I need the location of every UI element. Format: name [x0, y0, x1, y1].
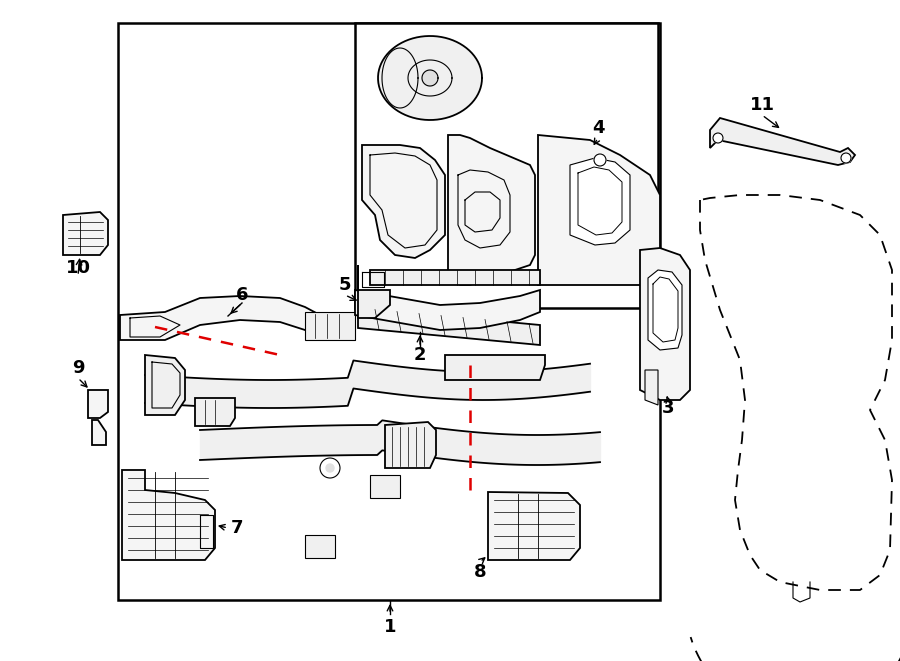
Text: 11: 11: [750, 96, 775, 114]
Polygon shape: [305, 535, 335, 558]
Bar: [118, 23, 660, 600]
Text: 3: 3: [662, 399, 674, 417]
Polygon shape: [358, 308, 540, 345]
Polygon shape: [370, 475, 400, 498]
Polygon shape: [648, 270, 682, 350]
Polygon shape: [710, 118, 855, 165]
Polygon shape: [358, 265, 390, 318]
Text: 1: 1: [383, 618, 396, 636]
Polygon shape: [122, 470, 215, 560]
Circle shape: [841, 153, 851, 163]
Polygon shape: [640, 248, 690, 400]
Text: 10: 10: [66, 259, 91, 277]
Polygon shape: [382, 48, 418, 108]
Text: 5: 5: [338, 276, 351, 294]
Polygon shape: [645, 370, 658, 405]
Polygon shape: [120, 296, 355, 340]
Polygon shape: [92, 420, 106, 445]
Polygon shape: [488, 492, 580, 560]
Polygon shape: [145, 355, 185, 415]
Polygon shape: [422, 70, 438, 86]
Text: 9: 9: [72, 359, 85, 377]
Polygon shape: [362, 145, 445, 258]
Polygon shape: [370, 270, 540, 285]
Text: 8: 8: [473, 563, 486, 581]
Polygon shape: [445, 355, 545, 380]
Polygon shape: [385, 422, 436, 468]
Polygon shape: [305, 312, 355, 340]
Text: 6: 6: [236, 286, 248, 304]
Text: 4: 4: [592, 119, 604, 137]
Polygon shape: [570, 158, 630, 245]
Polygon shape: [448, 135, 535, 285]
Text: 7: 7: [230, 519, 243, 537]
Circle shape: [320, 458, 340, 478]
Circle shape: [594, 154, 606, 166]
Polygon shape: [538, 135, 660, 285]
Bar: [355, 23, 658, 308]
Text: 2: 2: [414, 346, 427, 364]
Polygon shape: [355, 290, 540, 330]
Polygon shape: [63, 212, 108, 255]
Polygon shape: [195, 398, 235, 426]
Circle shape: [713, 133, 723, 143]
Polygon shape: [88, 390, 108, 418]
Polygon shape: [378, 36, 482, 120]
Circle shape: [326, 464, 334, 472]
